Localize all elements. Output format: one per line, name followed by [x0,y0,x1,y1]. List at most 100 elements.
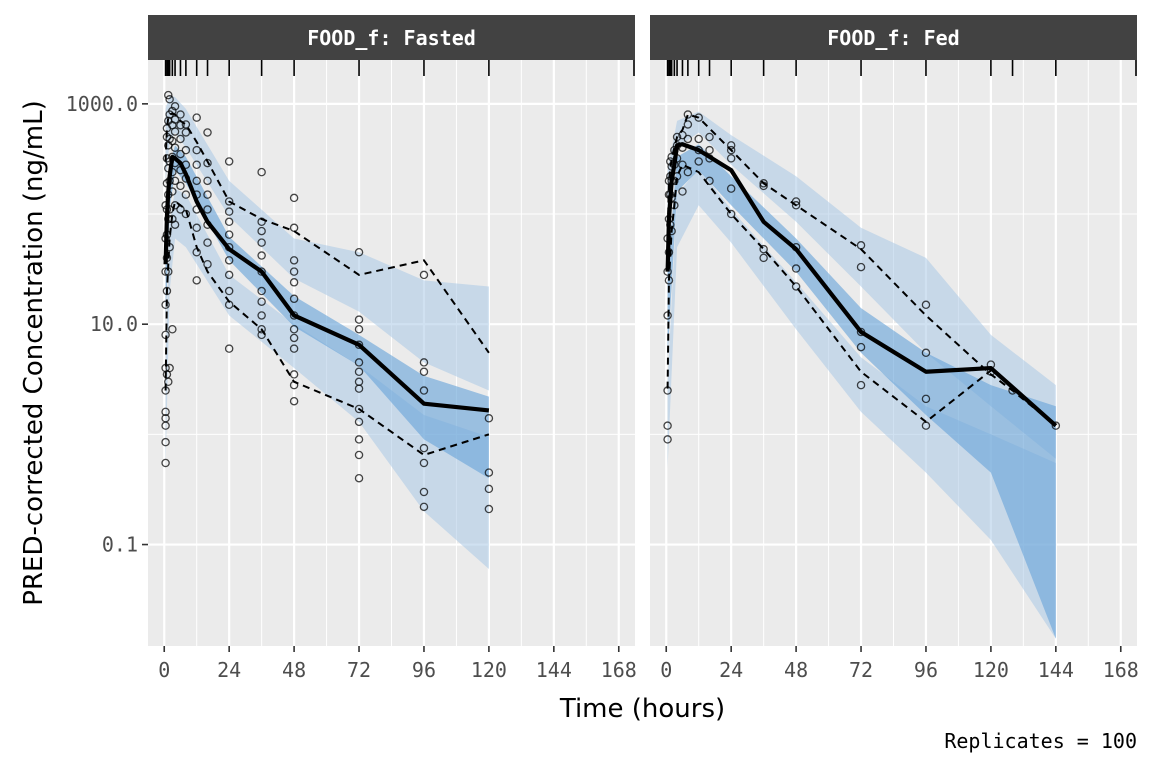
facet-panel-2: FOOD_f: Fed 0 24 48 72 96 120 144 168 [650,15,1139,682]
observation-point [192,223,201,233]
observation-point [694,134,703,144]
observation-point [354,377,364,387]
observation-point [257,324,266,334]
observation-point [224,157,234,166]
observation-point [164,90,173,100]
observation-point [203,176,212,186]
observation-point [663,267,672,276]
observation-point [161,330,170,340]
x-axis-tick-label: 96 [412,658,436,682]
observation-point [791,242,801,252]
x-axis-tick-label: 72 [347,658,371,682]
observation-point [161,386,170,395]
observation-point [726,154,736,163]
x-axis-tick-label: 24 [217,658,241,682]
observation-point [224,217,234,227]
observation-point [289,396,299,406]
observation-point [791,264,801,273]
observation-point [161,458,170,468]
observation-point [759,181,768,191]
observation-point [168,187,177,196]
observation-point [663,421,672,430]
observation-point [705,176,714,186]
observation-point [170,158,180,168]
observation-point [257,167,266,177]
pi-median-band [165,145,489,479]
observation-point [484,468,494,477]
x-axis-tick-label: 144 [1038,658,1074,682]
observation-point [354,315,364,324]
observation-point [1051,421,1061,430]
observation-point [168,106,177,116]
observation-point [170,176,180,186]
facet-strip [148,15,635,60]
x-axis-tick-label: 48 [784,658,808,682]
observation-point [986,360,996,369]
observation-point [705,132,714,142]
observation-point [683,110,693,119]
observation-point [161,407,170,417]
observation-point [170,143,180,152]
observation-point [726,184,736,193]
observation-point [192,247,201,257]
observation-point [484,504,494,514]
observation-point [192,276,201,285]
observation-point [289,193,299,203]
observation-point [419,487,429,497]
observation-point [694,145,703,155]
x-axis-tick-label: 0 [660,658,672,682]
observation-point [759,244,768,254]
observation-point [856,262,866,272]
x-axis-tick-label: 24 [719,658,743,682]
observation-point [289,380,299,390]
y-axis-tick-label: 1000.0 [66,92,138,116]
facet-panel-1: FOOD_f: Fasted 0 24 48 72 96 120 144 168 [148,15,637,682]
observation-point [419,386,429,395]
observation-point [672,154,682,163]
observation-point [161,234,170,243]
observation-point [224,344,234,353]
observed-95th-percentile-line [164,112,490,354]
observation-point [683,134,693,144]
observation-point [162,253,172,263]
observation-point [176,120,185,130]
observation-point [192,160,201,169]
observation-point [664,276,674,285]
observation-point [678,187,687,196]
observation-point [224,270,234,280]
pi-lower-percentile-band [165,188,489,569]
observation-point [856,241,866,250]
observed-95th-percentile-line [666,113,1057,427]
observation-point [726,209,736,219]
observation-point [168,167,177,177]
x-axis-tick-label: 0 [158,658,170,682]
observation-point [667,226,676,236]
observation-point [289,267,299,276]
observation-point [664,176,674,186]
observation-point [164,267,173,276]
observation-point [161,437,170,447]
observation-point [203,205,212,214]
observation-point [176,134,185,144]
observation-point [921,421,931,430]
observation-point [203,128,212,137]
observation-point [663,386,672,395]
observation-point [670,145,679,155]
x-axis-tick-label: 168 [1103,658,1139,682]
observation-point [165,95,174,104]
observation-point [419,458,429,468]
observation-point [419,270,429,280]
observation-point [181,145,191,155]
x-axis-tick-label: 144 [536,658,572,682]
observation-point [759,179,768,188]
observation-point [683,167,693,177]
observation-point [419,502,429,512]
pi-lower-percentile-band [667,168,1056,639]
observation-point [354,435,364,444]
observation-point [161,300,170,310]
observation-point [354,450,364,460]
observation-point [726,141,736,150]
observation-point [192,145,201,155]
y-axis-tick-label: 0.1 [102,533,138,557]
observation-point [856,342,866,352]
